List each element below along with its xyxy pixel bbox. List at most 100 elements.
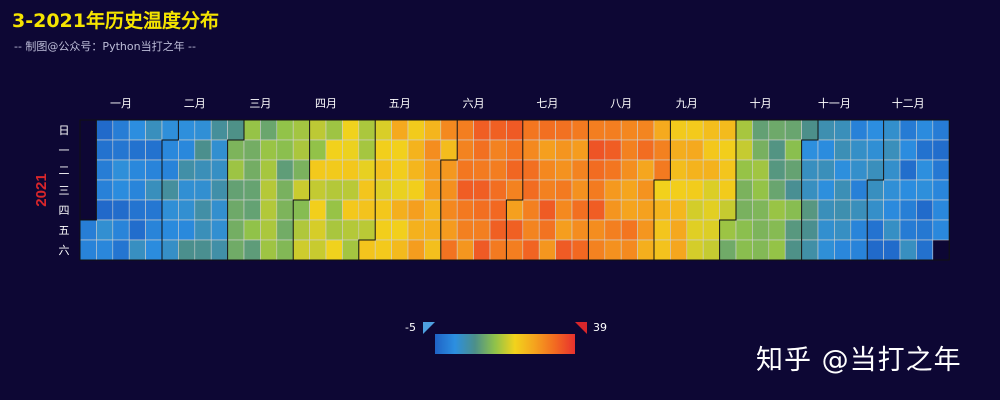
day-cell[interactable]	[834, 159, 852, 181]
day-cell[interactable]	[834, 179, 852, 201]
day-cell[interactable]	[866, 179, 884, 201]
day-cell[interactable]	[227, 139, 245, 161]
day-cell[interactable]	[358, 179, 376, 201]
day-cell[interactable]	[358, 239, 376, 261]
day-cell[interactable]	[637, 159, 655, 181]
day-cell[interactable]	[456, 239, 474, 261]
day-cell[interactable]	[752, 239, 770, 261]
day-cell[interactable]	[784, 179, 802, 201]
day-cell[interactable]	[407, 139, 425, 161]
day-cell[interactable]	[719, 159, 737, 181]
day-cell[interactable]	[752, 139, 770, 161]
day-cell[interactable]	[817, 179, 835, 201]
day-cell[interactable]	[325, 219, 343, 241]
day-cell[interactable]	[768, 139, 786, 161]
day-cell[interactable]	[916, 239, 934, 261]
day-cell[interactable]	[440, 179, 458, 201]
day-cell[interactable]	[391, 139, 409, 161]
day-cell[interactable]	[96, 159, 114, 181]
day-cell[interactable]	[555, 119, 573, 141]
day-cell[interactable]	[276, 179, 294, 201]
day-cell[interactable]	[620, 179, 638, 201]
day-cell[interactable]	[899, 139, 917, 161]
day-cell[interactable]	[440, 139, 458, 161]
day-cell[interactable]	[424, 179, 442, 201]
day-cell[interactable]	[243, 219, 261, 241]
day-cell[interactable]	[374, 159, 392, 181]
day-cell[interactable]	[670, 239, 688, 261]
day-cell[interactable]	[358, 139, 376, 161]
day-cell[interactable]	[440, 159, 458, 181]
day-cell[interactable]	[653, 119, 671, 141]
day-cell[interactable]	[128, 219, 146, 241]
day-cell[interactable]	[210, 239, 228, 261]
day-cell[interactable]	[883, 159, 901, 181]
day-cell[interactable]	[538, 199, 556, 221]
day-cell[interactable]	[161, 139, 179, 161]
day-cell[interactable]	[276, 199, 294, 221]
day-cell[interactable]	[670, 139, 688, 161]
day-cell[interactable]	[686, 179, 704, 201]
day-cell[interactable]	[260, 159, 278, 181]
day-cell[interactable]	[178, 199, 196, 221]
day-cell[interactable]	[178, 239, 196, 261]
day-cell[interactable]	[342, 199, 360, 221]
day-cell[interactable]	[538, 139, 556, 161]
day-cell[interactable]	[702, 219, 720, 241]
day-cell[interactable]	[768, 179, 786, 201]
day-cell[interactable]	[702, 199, 720, 221]
day-cell[interactable]	[358, 119, 376, 141]
day-cell[interactable]	[424, 119, 442, 141]
day-cell[interactable]	[588, 139, 606, 161]
day-cell[interactable]	[768, 199, 786, 221]
day-cell[interactable]	[506, 159, 524, 181]
day-cell[interactable]	[850, 119, 868, 141]
day-cell[interactable]	[456, 139, 474, 161]
day-cell[interactable]	[555, 159, 573, 181]
day-cell[interactable]	[194, 139, 212, 161]
day-cell[interactable]	[670, 219, 688, 241]
day-cell[interactable]	[473, 219, 491, 241]
day-cell[interactable]	[768, 219, 786, 241]
day-cell[interactable]	[653, 199, 671, 221]
day-cell[interactable]	[161, 199, 179, 221]
day-cell[interactable]	[555, 139, 573, 161]
day-cell[interactable]	[292, 179, 310, 201]
day-cell[interactable]	[916, 179, 934, 201]
day-cell[interactable]	[210, 219, 228, 241]
day-cell[interactable]	[440, 239, 458, 261]
day-cell[interactable]	[276, 119, 294, 141]
day-cell[interactable]	[620, 199, 638, 221]
day-cell[interactable]	[899, 239, 917, 261]
day-cell[interactable]	[834, 219, 852, 241]
day-cell[interactable]	[407, 159, 425, 181]
day-cell[interactable]	[801, 179, 819, 201]
day-cell[interactable]	[784, 239, 802, 261]
day-cell[interactable]	[702, 179, 720, 201]
day-cell[interactable]	[178, 179, 196, 201]
day-cell[interactable]	[932, 199, 950, 221]
day-cell[interactable]	[506, 199, 524, 221]
day-cell[interactable]	[79, 239, 97, 261]
day-cell[interactable]	[817, 119, 835, 141]
day-cell[interactable]	[637, 199, 655, 221]
day-cell[interactable]	[538, 219, 556, 241]
day-cell[interactable]	[538, 159, 556, 181]
day-cell[interactable]	[194, 179, 212, 201]
day-cell[interactable]	[522, 199, 540, 221]
day-cell[interactable]	[489, 139, 507, 161]
day-cell[interactable]	[374, 239, 392, 261]
day-cell[interactable]	[571, 159, 589, 181]
day-cell[interactable]	[227, 159, 245, 181]
day-cell[interactable]	[473, 159, 491, 181]
day-cell[interactable]	[440, 219, 458, 241]
day-cell[interactable]	[161, 219, 179, 241]
day-cell[interactable]	[588, 219, 606, 241]
day-cell[interactable]	[620, 159, 638, 181]
day-cell[interactable]	[883, 179, 901, 201]
day-cell[interactable]	[702, 119, 720, 141]
day-cell[interactable]	[801, 219, 819, 241]
day-cell[interactable]	[604, 199, 622, 221]
day-cell[interactable]	[178, 119, 196, 141]
day-cell[interactable]	[752, 199, 770, 221]
